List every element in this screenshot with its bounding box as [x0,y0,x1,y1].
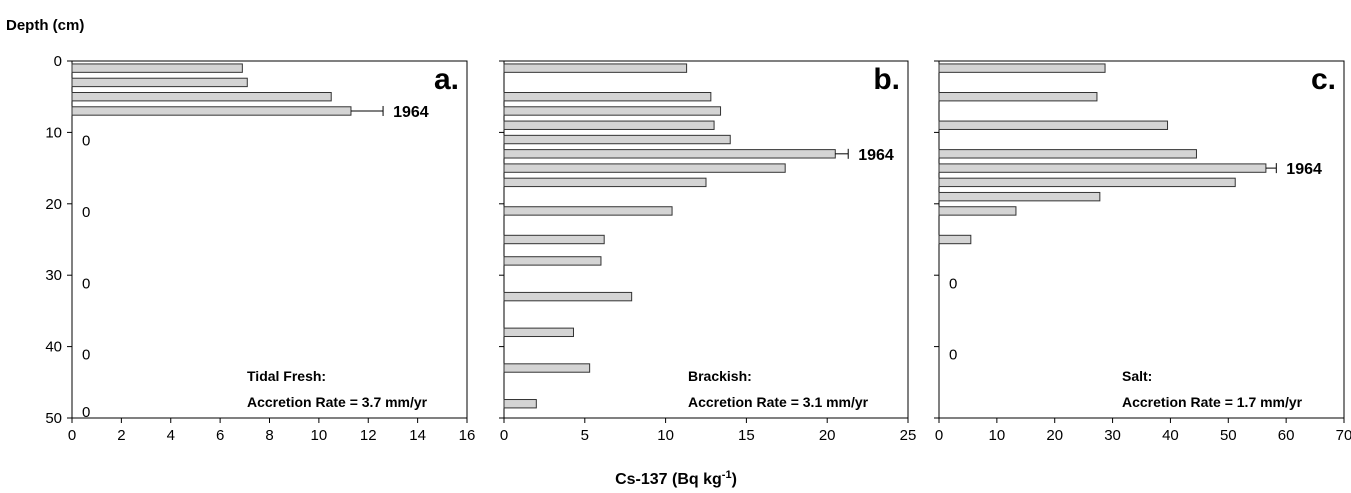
x-tick-label: 40 [1162,427,1179,444]
x-tick-label: 0 [68,427,76,444]
accretion-rate-label: Accretion Rate = 3.7 mm/yr [247,394,428,410]
zero-label: 0 [82,204,90,221]
x-tick-label: 10 [657,427,674,444]
bar [503,149,836,159]
site-label: Salt: [1122,368,1152,384]
zero-label: 0 [82,404,90,421]
bar [938,234,972,245]
panels: 0 2 4 6 8 10 12 14 1601020304050000001964a.Tidal… [45,53,1351,444]
accretion-rate-label: Accretion Rate = 3.1 mm/yr [688,394,869,410]
bar [938,63,1106,73]
x-tick-label: 14 [409,427,426,444]
marker-1964-label: 1964 [1286,161,1322,178]
x-tick-label: 60 [1278,427,1295,444]
x-tick-label: 6 [216,427,224,444]
bar [503,256,602,266]
bar [503,363,591,373]
y-tick-label: 0 [54,53,62,70]
panel-3: 0 10 20 30 40 50 60 70 0 0 1964 c. Salt: Accretion Ra… [934,60,1351,444]
x-tick-label: 12 [360,427,377,444]
bar [71,77,248,88]
x-tick-label: 0 [935,427,943,444]
zero-label: 0 [949,275,957,292]
bar [503,63,688,73]
zero-label: 0 [949,347,957,364]
panel-letter: c. [1311,63,1336,96]
x-tick-label: 30 [1104,427,1121,444]
accretion-rate-label: Accretion Rate = 1.7 mm/yr [1122,394,1303,410]
zero-label: 0 [82,133,90,150]
x-axis-title: Cs-137 (Bq kg-1) [615,469,737,488]
site-label: Brackish: [688,368,752,384]
bar [503,163,786,173]
y-tick-label: 30 [45,267,62,284]
y-tick-label: 10 [45,124,62,141]
x-tick-label: 0 [500,427,508,444]
x-tick-label: 25 [900,427,917,444]
bar [938,149,1197,159]
x-tick-label: 2 [117,427,125,444]
bar [503,120,715,130]
x-tick-label: 10 [989,427,1006,444]
y-tick-label: 20 [45,196,62,213]
bar [503,134,731,145]
bar [938,191,1101,202]
bar [938,206,1017,216]
bar [938,120,1169,130]
x-tick-label: 10 [311,427,328,444]
bar [71,106,352,116]
marker-1964-label: 1964 [858,147,894,164]
bar [503,399,537,409]
x-tick-label: 16 [459,427,476,444]
x-tick-label: 20 [1046,427,1063,444]
y-axis-title: Depth (cm) [6,17,84,34]
zero-label: 0 [82,275,90,292]
bar [503,291,633,302]
panel-2: 0 5 10 15 20 25 1964 b. Brackish: Accretion Rate … [499,60,917,444]
site-label: Tidal Fresh: [247,368,326,384]
bar [503,327,574,338]
bar [938,92,1098,102]
bar [71,92,332,102]
x-tick-label: 20 [819,427,836,444]
x-tick-label: 8 [265,427,273,444]
panel-letter: a. [434,63,459,96]
x-tick-label: 15 [738,427,755,444]
y-tick-label: 40 [45,339,62,356]
x-tick-label: 50 [1220,427,1237,444]
bar [503,234,605,245]
bar [503,177,707,188]
x-tick-label: 70 [1336,427,1351,444]
bar [938,163,1267,173]
bar [503,206,673,216]
bar [71,63,243,73]
x-tick-label: 5 [581,427,589,444]
bar [503,92,712,102]
panel-1: 0 2 4 6 8 10 12 14 1601020304050000001964a.Tidal… [45,53,475,444]
marker-1964-label: 1964 [393,104,429,121]
plot-frame [938,60,1345,419]
x-tick-label: 4 [167,427,175,444]
panel-letter: b. [873,63,900,96]
bar [938,177,1236,188]
zero-label: 0 [82,347,90,364]
bar [503,106,722,116]
y-tick-label: 50 [45,410,62,427]
